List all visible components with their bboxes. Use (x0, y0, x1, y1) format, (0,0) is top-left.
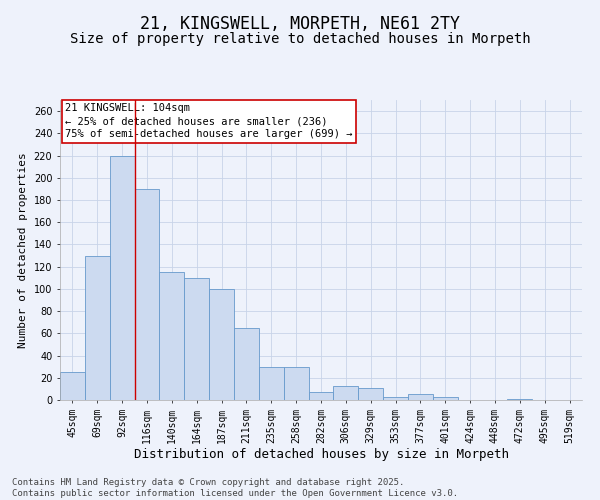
Bar (184, 278, 209, 400)
Bar (308, 392, 334, 400)
Text: Contains HM Land Registry data © Crown copyright and database right 2025.
Contai: Contains HM Land Registry data © Crown c… (12, 478, 458, 498)
Bar (110, 156, 134, 400)
Bar (160, 272, 184, 400)
Bar (134, 189, 160, 400)
Bar (358, 388, 383, 400)
Bar (60, 372, 85, 400)
Bar (383, 396, 408, 400)
Y-axis label: Number of detached properties: Number of detached properties (18, 152, 28, 348)
Bar (85, 256, 110, 400)
Bar (259, 366, 284, 400)
Bar (508, 399, 532, 400)
Bar (433, 396, 458, 400)
X-axis label: Distribution of detached houses by size in Morpeth: Distribution of detached houses by size … (133, 448, 509, 462)
Text: 21, KINGSWELL, MORPETH, NE61 2TY: 21, KINGSWELL, MORPETH, NE61 2TY (140, 15, 460, 33)
Bar (334, 386, 358, 400)
Bar (209, 289, 234, 400)
Bar (234, 328, 259, 400)
Bar (284, 366, 308, 400)
Text: 21 KINGSWELL: 104sqm
← 25% of detached houses are smaller (236)
75% of semi-deta: 21 KINGSWELL: 104sqm ← 25% of detached h… (65, 103, 353, 140)
Text: Size of property relative to detached houses in Morpeth: Size of property relative to detached ho… (70, 32, 530, 46)
Bar (408, 394, 433, 400)
